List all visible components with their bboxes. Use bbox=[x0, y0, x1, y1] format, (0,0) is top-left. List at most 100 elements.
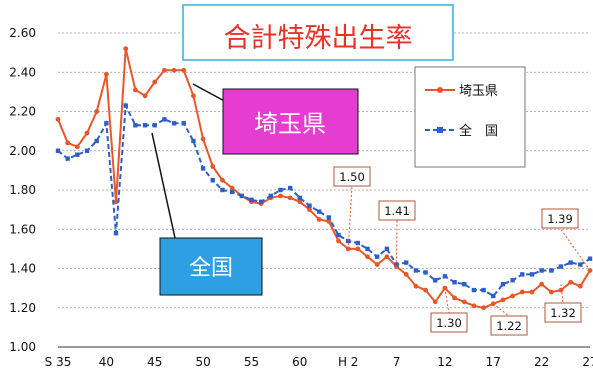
callout-national-pointer bbox=[151, 132, 176, 239]
data-point-national bbox=[471, 287, 477, 293]
data-point-saitama bbox=[200, 136, 206, 142]
data-point-saitama bbox=[191, 93, 196, 99]
data-point-national bbox=[433, 278, 438, 283]
series-saitama bbox=[55, 46, 593, 311]
data-point-national bbox=[481, 287, 486, 293]
data-point-saitama bbox=[307, 207, 312, 213]
x-tick-label: H 2 bbox=[338, 355, 358, 369]
data-point-saitama bbox=[519, 289, 525, 295]
data-point-saitama bbox=[413, 283, 419, 289]
data-point-national bbox=[278, 187, 283, 193]
data-point-saitama bbox=[210, 164, 216, 169]
data-point-national bbox=[423, 270, 428, 275]
data-point-national bbox=[500, 282, 506, 287]
series-lines bbox=[55, 46, 593, 311]
data-point-national bbox=[355, 240, 361, 246]
data-point-national bbox=[336, 232, 341, 238]
data-point-national bbox=[510, 278, 515, 283]
y-tick-label: 2.00 bbox=[9, 144, 36, 158]
legend-label-saitama: 埼玉県 bbox=[459, 84, 498, 99]
y-tick-label: 2.20 bbox=[9, 105, 36, 119]
data-point-national bbox=[258, 199, 264, 204]
data-point-saitama bbox=[181, 67, 187, 73]
annotation-label: 1.41 bbox=[384, 204, 410, 218]
data-point-saitama bbox=[471, 303, 477, 309]
data-point-national bbox=[84, 148, 90, 153]
callout-saitama-label: 埼玉県 bbox=[254, 110, 326, 138]
data-point-saitama bbox=[558, 287, 564, 293]
annotation-leader bbox=[559, 227, 591, 271]
data-point-national bbox=[152, 123, 157, 128]
data-point-saitama bbox=[548, 289, 554, 295]
data-point-saitama bbox=[132, 87, 138, 93]
data-point-national bbox=[529, 272, 535, 277]
y-tick-label: 1.40 bbox=[9, 262, 36, 276]
y-tick-label: 1.80 bbox=[9, 183, 36, 197]
data-point-national bbox=[384, 246, 390, 252]
annotation-box bbox=[430, 312, 468, 333]
y-tick-label: 1.00 bbox=[9, 340, 36, 354]
data-point-national bbox=[162, 117, 167, 122]
x-tick-label: 60 bbox=[292, 355, 307, 369]
data-point-saitama bbox=[65, 140, 71, 146]
annotation-label: 1.32 bbox=[550, 306, 576, 320]
data-point-national bbox=[133, 123, 138, 128]
data-point-saitama bbox=[481, 305, 486, 311]
data-point-national bbox=[55, 148, 61, 153]
data-point-saitama bbox=[171, 67, 177, 73]
data-point-saitama bbox=[452, 295, 457, 301]
data-point-national bbox=[316, 209, 322, 214]
data-point-national bbox=[287, 185, 293, 191]
y-tick-label: 1.60 bbox=[9, 222, 36, 236]
data-point-national bbox=[210, 177, 215, 183]
data-point-national bbox=[452, 280, 457, 285]
callout-national-label: 全国 bbox=[189, 256, 233, 281]
x-tick-label: 7 bbox=[393, 355, 401, 369]
data-point-saitama bbox=[94, 109, 100, 114]
data-point-national bbox=[404, 260, 409, 265]
annotation-label: 1.50 bbox=[339, 170, 365, 184]
legend-marker-national bbox=[437, 127, 443, 133]
legend: 埼玉県 全 国 bbox=[414, 66, 526, 168]
data-point-saitama bbox=[229, 185, 235, 191]
data-point-saitama bbox=[84, 130, 90, 136]
data-point-saitama bbox=[384, 254, 390, 260]
x-tick-label: 55 bbox=[244, 355, 259, 369]
y-tick-label: 2.40 bbox=[9, 65, 36, 79]
legend-label-national: 全 国 bbox=[459, 123, 498, 139]
data-point-national bbox=[123, 103, 128, 108]
data-point-national bbox=[200, 166, 206, 171]
data-point-national bbox=[75, 152, 80, 157]
data-point-national bbox=[191, 138, 196, 144]
annotation-label: 1.30 bbox=[436, 316, 462, 330]
data-point-national bbox=[558, 264, 564, 269]
data-point-national bbox=[229, 189, 235, 195]
x-tick-label: 40 bbox=[99, 355, 114, 369]
data-point-saitama bbox=[278, 193, 283, 199]
data-point-national bbox=[462, 282, 467, 287]
annotations: 1.50 1.41 1.30 1.22 1.39 1.32 bbox=[333, 166, 591, 336]
data-point-national bbox=[307, 203, 312, 208]
data-point-saitama bbox=[355, 246, 361, 252]
data-point-national bbox=[539, 268, 544, 273]
callout-saitama-box bbox=[222, 88, 359, 155]
callout-national: 全国 bbox=[151, 132, 263, 296]
annotation-box bbox=[490, 315, 528, 336]
data-point-national bbox=[181, 121, 186, 126]
data-point-national bbox=[442, 274, 448, 279]
data-point-saitama bbox=[529, 289, 535, 295]
annotation-leader bbox=[444, 288, 450, 314]
x-tick-label: 22 bbox=[534, 355, 549, 369]
annotation-box bbox=[541, 208, 579, 229]
data-point-national bbox=[104, 121, 109, 126]
data-point-saitama bbox=[162, 67, 167, 73]
data-point-national bbox=[297, 195, 303, 201]
x-axis-ticks: S 35 40 45 50 55 60 H 2 7 12 17 22 27 bbox=[45, 355, 593, 369]
annotation-box bbox=[333, 166, 371, 187]
data-point-national bbox=[94, 138, 99, 144]
data-point-national bbox=[549, 268, 554, 273]
chart-title: 合計特殊出生率 bbox=[224, 23, 413, 54]
data-point-saitama bbox=[113, 199, 119, 205]
data-point-saitama bbox=[403, 271, 409, 277]
